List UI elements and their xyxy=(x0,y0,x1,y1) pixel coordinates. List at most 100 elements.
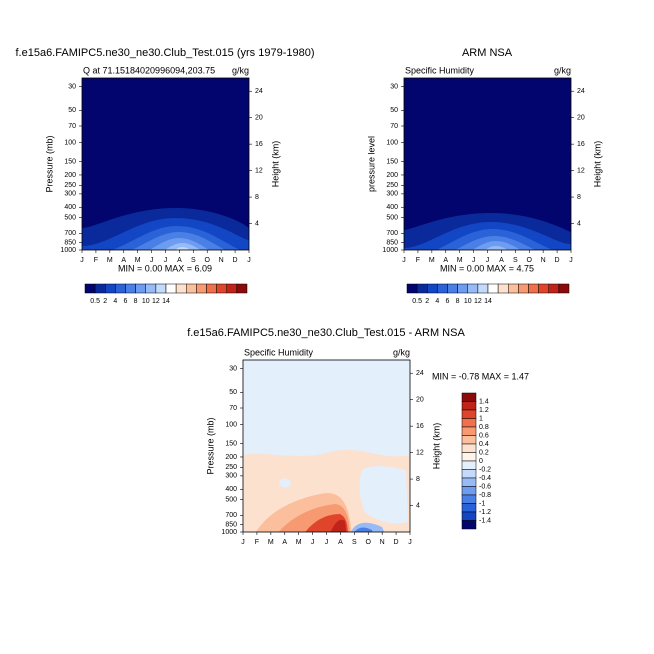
x-tick-label: N xyxy=(219,257,224,264)
colorbar-box xyxy=(186,283,197,294)
colorbar-label: 10 xyxy=(464,298,472,305)
colorbar-box xyxy=(461,443,477,453)
colorbar-label: 1.4 xyxy=(479,398,489,405)
y2-axis-label: Height (km) xyxy=(270,141,280,188)
x-tick-label: F xyxy=(94,257,98,264)
y2-tick-label: 16 xyxy=(416,423,424,430)
y2-tick-label: 16 xyxy=(577,141,585,148)
colorbar-label: 6 xyxy=(446,298,450,305)
colorbar-box xyxy=(558,283,570,294)
x-tick-label: N xyxy=(541,257,546,264)
colorbar-label: 0.5 xyxy=(412,298,422,305)
x-tick-label: S xyxy=(352,539,357,546)
x-tick-label: J xyxy=(241,539,245,546)
y-tick-label: 700 xyxy=(64,230,76,237)
x-tick-label: J xyxy=(569,257,573,264)
colorbar-label: 8 xyxy=(456,298,460,305)
colorbar-box xyxy=(416,283,428,294)
colorbar-box xyxy=(461,503,477,513)
colorbar-label: 0 xyxy=(479,458,483,465)
colorbar-box xyxy=(447,283,458,294)
x-tick-label: F xyxy=(416,257,420,264)
stats: MIN = -0.78 MAX = 1.47 xyxy=(432,371,529,381)
colorbar-label: 4 xyxy=(113,298,117,305)
y-tick-label: 850 xyxy=(64,239,76,246)
y-tick-label: 400 xyxy=(386,204,398,211)
x-tick-label: S xyxy=(191,257,196,264)
y-tick-label: 100 xyxy=(225,421,237,428)
y-tick-label: 850 xyxy=(386,239,398,246)
colorbar-label: -1.4 xyxy=(479,517,491,524)
y-tick-label: 300 xyxy=(64,191,76,198)
y2-tick-label: 8 xyxy=(577,194,581,201)
colorbar-box xyxy=(518,283,529,294)
colorbar-box xyxy=(196,283,207,294)
colorbar-label: 0.8 xyxy=(479,424,489,431)
colorbar-label: 14 xyxy=(484,298,492,305)
x-tick-label: A xyxy=(177,257,182,264)
y-tick-label: 300 xyxy=(225,473,237,480)
y-tick-label: 300 xyxy=(386,191,398,198)
x-tick-label: N xyxy=(380,539,385,546)
x-tick-label: M xyxy=(429,257,435,264)
y-axis-label: Pressure (mb) xyxy=(205,417,215,474)
colorbar-box xyxy=(427,283,438,294)
x-tick-label: J xyxy=(408,539,412,546)
colorbar-label: -1.2 xyxy=(479,509,491,516)
colorbar-label: 10 xyxy=(142,298,150,305)
y2-tick-label: 12 xyxy=(577,167,585,174)
colorbar-box xyxy=(461,486,477,496)
colorbar-box xyxy=(135,283,146,294)
colorbar-label: 12 xyxy=(152,298,160,305)
colorbar-box xyxy=(548,283,560,294)
colorbar-label: 0.5 xyxy=(90,298,100,305)
panel-title: f.e15a6.FAMIPC5.ne30_ne30.Club_Test.015 … xyxy=(15,47,314,59)
colorbar-label: 2 xyxy=(103,298,107,305)
x-tick-label: D xyxy=(394,539,399,546)
colorbar-box xyxy=(94,283,106,294)
y2-tick-label: 12 xyxy=(416,449,424,456)
colorbar-box xyxy=(175,283,187,294)
contour-fill xyxy=(354,527,373,532)
colorbar-label: 12 xyxy=(474,298,482,305)
y2-tick-label: 20 xyxy=(577,115,585,122)
y2-tick-label: 4 xyxy=(255,220,259,227)
contour-fill xyxy=(472,241,521,250)
contour-fill xyxy=(485,246,508,250)
colorbar-box xyxy=(461,511,477,521)
colorbar-box xyxy=(165,283,177,294)
colorbar-label: 14 xyxy=(162,298,170,305)
colorbar-label: -0.8 xyxy=(479,492,491,499)
x-tick-label: S xyxy=(513,257,518,264)
left-string: Q at 71.15184020996094,203.75 xyxy=(83,65,215,75)
y-tick-label: 250 xyxy=(386,182,398,189)
colorbar-box xyxy=(461,477,477,487)
y-tick-label: 50 xyxy=(229,389,237,396)
colorbar-box xyxy=(457,283,468,294)
x-tick-label: M xyxy=(457,257,463,264)
contour-fill xyxy=(164,243,201,250)
x-tick-label: M xyxy=(268,539,274,546)
contour-field xyxy=(243,360,410,532)
colorbar-label: 0.6 xyxy=(479,432,489,439)
colorbar-label: -0.4 xyxy=(479,475,491,482)
colorbar-box xyxy=(461,392,477,402)
y2-tick-label: 12 xyxy=(255,167,263,174)
right-string: g/kg xyxy=(554,65,571,75)
x-tick-label: O xyxy=(527,257,533,264)
y-tick-label: 50 xyxy=(68,107,76,114)
colorbar-box xyxy=(538,283,549,294)
x-tick-label: J xyxy=(80,257,84,264)
colorbar-label: 8 xyxy=(134,298,138,305)
x-tick-label: O xyxy=(366,539,372,546)
y-tick-label: 200 xyxy=(225,454,237,461)
contour-field xyxy=(404,78,571,250)
colorbar-box xyxy=(461,435,477,445)
y-tick-label: 70 xyxy=(229,405,237,412)
colorbar-box xyxy=(487,283,499,294)
x-tick-label: A xyxy=(282,539,287,546)
colorbar-label: 1 xyxy=(479,415,483,422)
y-tick-label: 150 xyxy=(225,440,237,447)
colorbar-label: 0.4 xyxy=(479,441,489,448)
